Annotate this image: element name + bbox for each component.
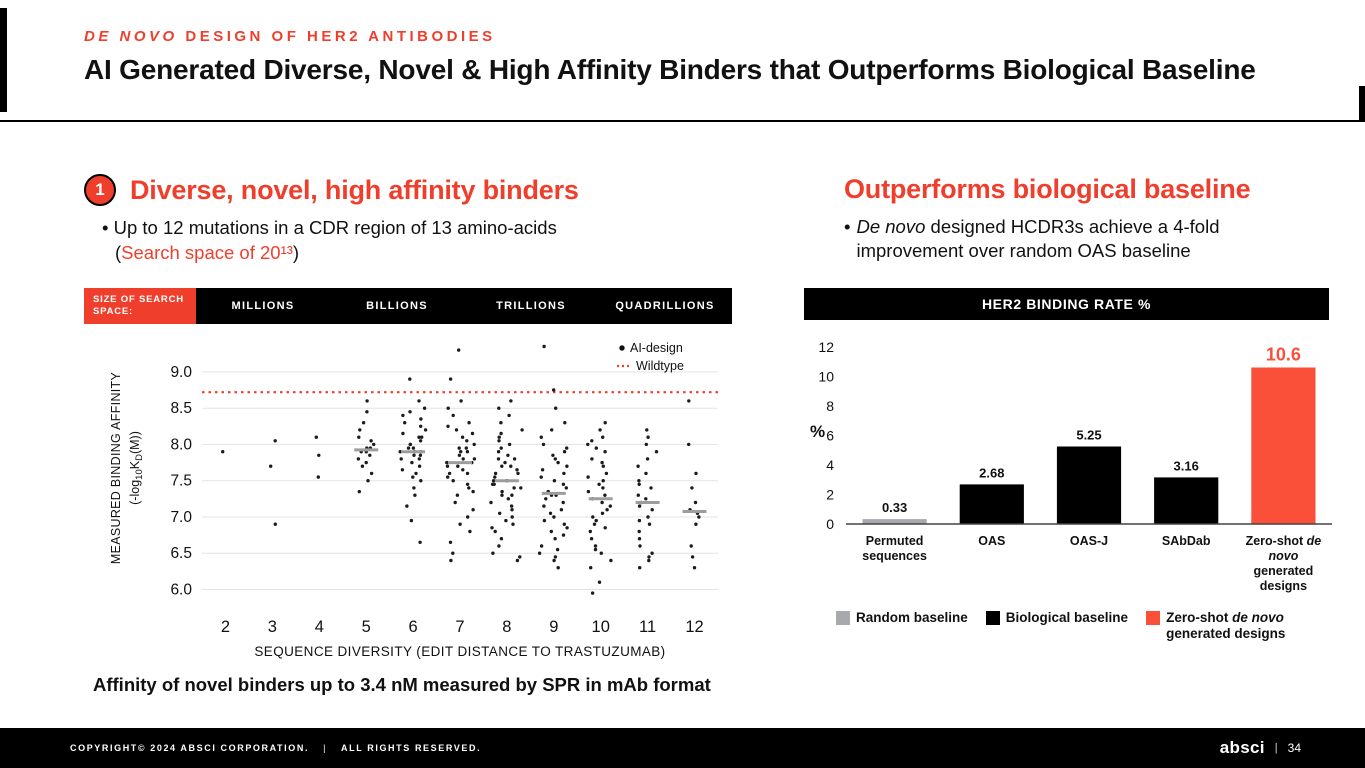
slide-header: DE NOVO DESIGN OF HER2 ANTIBODIES AI Gen… (0, 0, 1365, 122)
footer-copyright: COPYRIGHT© 2024 ABSCI CORPORATION. | ALL… (70, 743, 482, 753)
svg-text:8.5: 8.5 (170, 400, 192, 417)
legend-swatch-red (1146, 610, 1161, 625)
legend-swatch-gray (836, 610, 850, 625)
right-panel: Outperforms biological baseline • De nov… (792, 122, 1337, 728)
svg-text:6.0: 6.0 (170, 581, 192, 598)
page-number: 34 (1287, 741, 1301, 755)
bar-category-labels: Permuted sequences OAS OAS-J SAbDab Zero… (846, 532, 1332, 594)
category-permuted: Permuted sequences (862, 533, 927, 563)
absci-logo: absci (1219, 738, 1265, 757)
svg-text:5: 5 (362, 618, 371, 636)
footer-divider: | (323, 743, 328, 753)
svg-text:5.25: 5.25 (1076, 427, 1101, 442)
slide-body: 1 Diverse, novel, high affinity binders … (0, 122, 1365, 728)
svg-text:4: 4 (315, 618, 324, 636)
legend-random-baseline: Random baseline (836, 610, 968, 626)
affinity-caption: Affinity of novel binders up to 3.4 nM m… (93, 673, 711, 695)
left-panel: 1 Diverse, novel, high affinity binders … (84, 122, 744, 728)
bullet-line-1: • Up to 12 mutations in a CDR region of … (102, 217, 557, 238)
svg-text:8.0: 8.0 (170, 436, 192, 453)
svg-text:8: 8 (826, 398, 834, 414)
svg-text:10: 10 (818, 368, 834, 384)
left-heading: Diverse, novel, high affinity binders (130, 174, 579, 205)
bar-chart-title: HER2 BINDING RATE % (804, 287, 1329, 320)
svg-text:3: 3 (268, 618, 277, 636)
scale-quadrillions: QUADRILLIONS (615, 299, 715, 312)
bullet-dot: • (844, 216, 851, 237)
her2-binding-bar-chart: 0 2 4 6 8 10 12% 0.33 2.68 5.25 3.16 10.6 (810, 339, 1332, 532)
svg-text:9: 9 (549, 618, 558, 636)
category-oas: OAS (978, 533, 1006, 548)
page-divider: | (1274, 742, 1278, 754)
right-accent-bar (1359, 86, 1365, 122)
svg-text:2: 2 (826, 486, 834, 502)
bullet-dot: • (102, 217, 109, 238)
svg-text:7: 7 (455, 618, 464, 636)
right-bullet: • De novo designed HCDR3s achieve a 4-fo… (844, 215, 1259, 264)
section-number-badge: 1 (84, 174, 116, 206)
svg-text:6: 6 (826, 427, 834, 443)
svg-text:10.6: 10.6 (1266, 344, 1301, 364)
scale-trillions: TRILLIONS (496, 299, 566, 312)
svg-text:6.5: 6.5 (170, 545, 192, 562)
svg-text:(-log10KD(M)): (-log10KD(M)) (128, 431, 145, 505)
svg-text:SEQUENCE DIVERSITY (EDIT DISTA: SEQUENCE DIVERSITY (EDIT DISTANCE TO TRA… (254, 644, 665, 659)
svg-text:2.68: 2.68 (979, 465, 1004, 480)
left-heading-row: 1 Diverse, novel, high affinity binders (84, 174, 744, 206)
svg-text:3.16: 3.16 (1174, 458, 1199, 473)
right-heading: Outperforms biological baseline (844, 174, 1251, 204)
svg-text:%: % (810, 422, 825, 441)
bar-chart-legend: Random baseline Biological baseline Zero… (836, 610, 1337, 642)
category-sabdab: SAbDab (1161, 533, 1211, 548)
slide-kicker: DE NOVO DESIGN OF HER2 ANTIBODIES (84, 28, 496, 45)
svg-text:10: 10 (592, 618, 610, 636)
svg-text:11: 11 (639, 618, 656, 636)
svg-text:6: 6 (409, 618, 418, 636)
left-bullet: • Up to 12 mutations in a CDR region of … (102, 216, 744, 266)
svg-text:Wildtype: Wildtype (636, 359, 684, 373)
legend-swatch-black (985, 610, 1000, 625)
svg-text:12: 12 (818, 339, 834, 355)
svg-text:9.0: 9.0 (170, 364, 192, 381)
legend-zero-shot: Zero-shot de novo generated designs (1146, 610, 1318, 642)
slide-footer: COPYRIGHT© 2024 ABSCI CORPORATION. | ALL… (0, 728, 1365, 768)
scale-millions: MILLIONS (231, 299, 295, 312)
svg-text:7.0: 7.0 (170, 509, 192, 526)
svg-text:0: 0 (826, 516, 834, 532)
svg-text:8: 8 (502, 618, 511, 636)
left-accent-bar (0, 8, 7, 112)
footer-brand: absci | 34 (1220, 738, 1301, 758)
svg-text:MEASURED BINDING AFFINITY: MEASURED BINDING AFFINITY (109, 371, 123, 564)
affinity-scatter-chart: 6.0 6.5 7.0 7.5 8.0 8.5 9.0 2 3 4 5 6 7 8 9 10 11 12 SEQUE… (109, 341, 718, 659)
legend-biological-baseline: Biological baseline (985, 610, 1128, 626)
svg-text:AI-design: AI-design (630, 341, 683, 355)
svg-text:0.33: 0.33 (882, 500, 907, 515)
svg-text:12: 12 (685, 618, 703, 636)
search-space-highlight: Search space of 20¹³ (121, 241, 293, 263)
category-zero-shot: Zero-shot de novo generated designs (1245, 533, 1322, 593)
svg-text:7.5: 7.5 (170, 473, 192, 490)
search-space-scale: MILLIONS BILLIONS TRILLIONS QUADRILLIONS (196, 287, 732, 324)
svg-text:2: 2 (221, 618, 230, 636)
search-space-banner-label: SIZE OF SEARCH SPACE: (84, 287, 196, 324)
svg-text:4: 4 (826, 457, 834, 473)
bullet-line-2: (Search space of 20¹³) (115, 241, 300, 263)
scale-billions: BILLIONS (366, 299, 428, 312)
category-oas-j: OAS-J (1069, 533, 1109, 548)
search-space-banner: SIZE OF SEARCH SPACE: MILLIONS BILLIONS … (84, 287, 732, 324)
slide-title: AI Generated Diverse, Novel & High Affin… (84, 54, 1256, 85)
